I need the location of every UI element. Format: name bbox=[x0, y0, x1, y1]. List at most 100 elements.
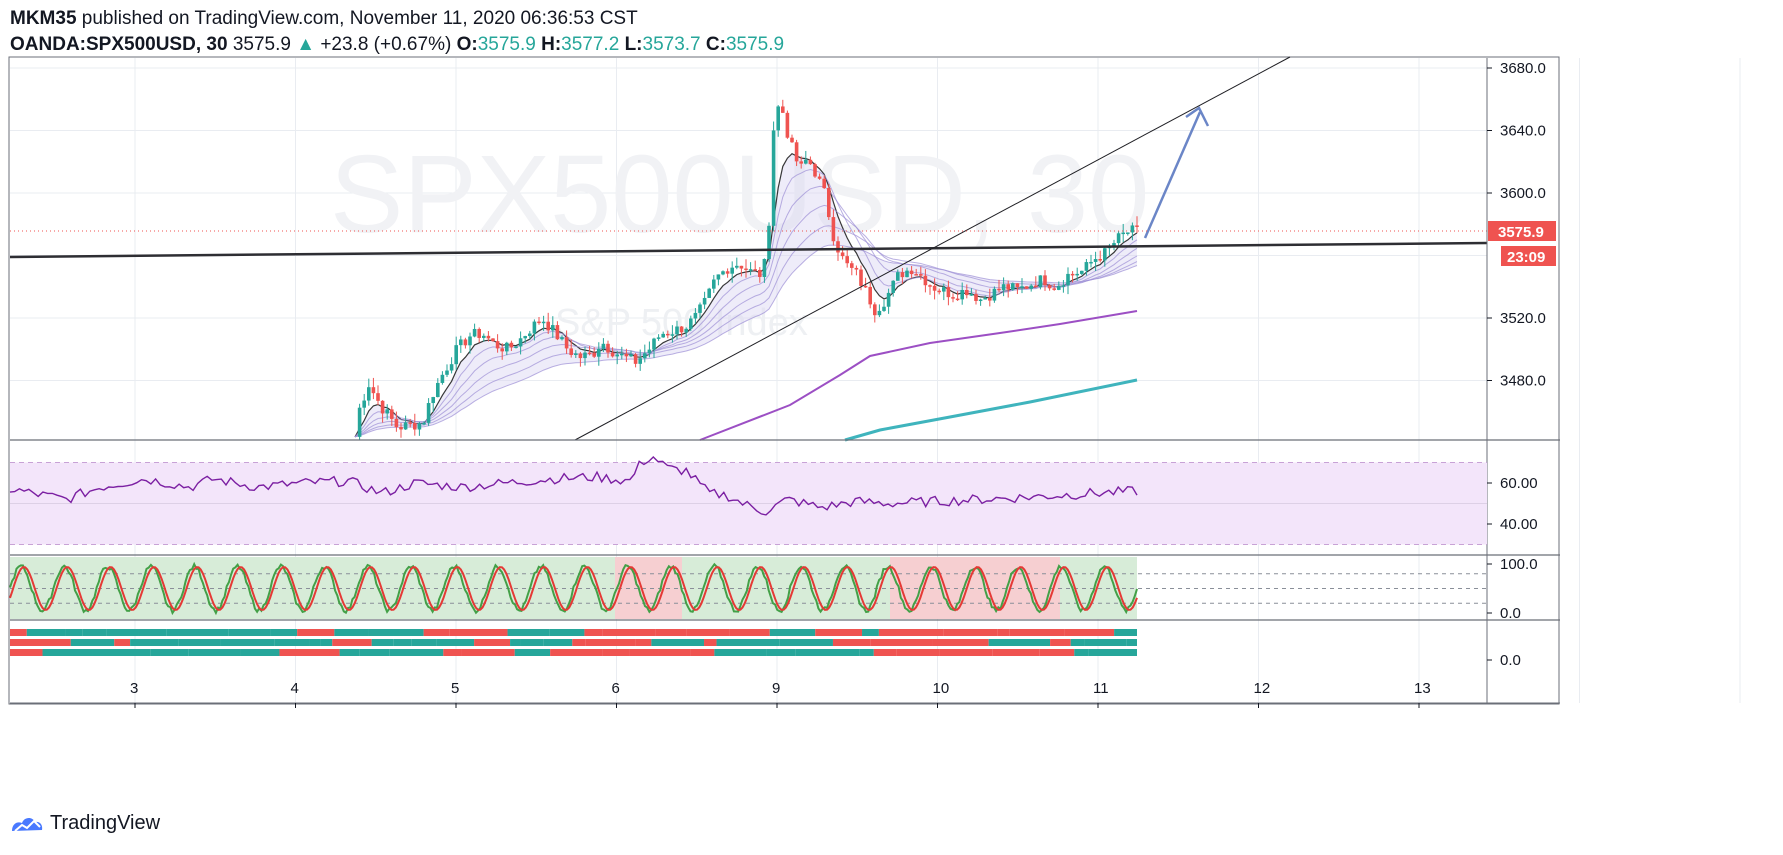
candle-body bbox=[1047, 285, 1052, 289]
price-axis-label: 3600.0 bbox=[1500, 185, 1546, 202]
candle-body bbox=[491, 338, 495, 342]
price-change: +23.8 (+0.67%) bbox=[320, 34, 452, 55]
heatmap-cell bbox=[178, 639, 221, 646]
candle-body bbox=[1084, 262, 1089, 271]
heatmap-cell bbox=[658, 649, 691, 656]
candle-body bbox=[827, 188, 831, 218]
ema-ribbon-fill bbox=[355, 153, 1137, 437]
candle-body bbox=[1098, 259, 1102, 261]
heatmap-cell bbox=[166, 629, 229, 636]
candle-body bbox=[942, 287, 946, 292]
heatmap-cell bbox=[979, 649, 993, 656]
candle-body bbox=[928, 285, 932, 287]
candle-body bbox=[1080, 270, 1084, 274]
time-axis-label: 4 bbox=[291, 680, 299, 697]
heatmap-cell bbox=[939, 649, 980, 656]
heatmap-cell bbox=[766, 649, 796, 656]
heatmap-cell bbox=[932, 639, 989, 646]
candles-group bbox=[357, 99, 1139, 440]
heatmap-cell bbox=[878, 629, 944, 636]
price-axis-label: 3480.0 bbox=[1500, 373, 1546, 390]
heatmap-cell bbox=[320, 639, 333, 646]
candle-body bbox=[422, 422, 426, 425]
candle-body bbox=[371, 387, 376, 394]
candle-body bbox=[385, 409, 389, 414]
heatmap-cell bbox=[992, 649, 1040, 656]
candle-body bbox=[620, 353, 624, 356]
candle-body bbox=[560, 337, 564, 340]
heatmap-cell bbox=[795, 649, 860, 656]
candle-body bbox=[767, 225, 771, 259]
heatmap-cell bbox=[82, 629, 107, 636]
heatmap-cell bbox=[514, 649, 551, 656]
heatmap-cell bbox=[655, 629, 687, 636]
candle-body bbox=[551, 325, 555, 331]
candle-body bbox=[859, 269, 863, 286]
time-axis-label: 12 bbox=[1254, 680, 1271, 697]
heatmap-cell bbox=[815, 629, 834, 636]
candle-body bbox=[845, 256, 849, 264]
heat-axis-label: 0.0 bbox=[1500, 652, 1521, 669]
heatmap-cell bbox=[873, 649, 897, 656]
publisher-name[interactable]: MKM35 bbox=[10, 8, 77, 29]
heatmap-cell bbox=[584, 629, 603, 636]
heatmap-cell bbox=[1050, 639, 1071, 646]
heatmap-cell bbox=[474, 639, 511, 646]
ema-line-46 bbox=[354, 244, 1138, 438]
candle-body bbox=[670, 334, 675, 336]
candle-body bbox=[965, 289, 969, 296]
rsi-axis-label: 60.00 bbox=[1500, 475, 1538, 492]
candle-body bbox=[1020, 286, 1024, 288]
stoch-d-line bbox=[9, 566, 1138, 611]
chart-header: MKM35 published on TradingView.com, Nove… bbox=[10, 6, 1770, 58]
heatmap-cell bbox=[602, 629, 656, 636]
candle-body bbox=[537, 321, 541, 324]
heatmap-cell bbox=[449, 629, 508, 636]
candle-body bbox=[1075, 273, 1079, 276]
heatmap-cell bbox=[716, 639, 780, 646]
candle-body bbox=[914, 274, 918, 276]
candle-body bbox=[1034, 285, 1038, 288]
candle-body bbox=[403, 422, 408, 430]
symbol-name[interactable]: OANDA:SPX500USD, 30 bbox=[10, 34, 228, 55]
heatmap-cell bbox=[833, 629, 863, 636]
heatmap-cell bbox=[832, 639, 871, 646]
candle-body bbox=[578, 353, 583, 359]
heatmap-cell bbox=[870, 639, 933, 646]
countdown-badge bbox=[1501, 246, 1556, 266]
last-price-badge bbox=[1488, 221, 1556, 241]
open-label: O: bbox=[456, 34, 478, 55]
heatmap-cell bbox=[954, 629, 998, 636]
candle-body bbox=[707, 288, 711, 298]
candle-body bbox=[1043, 275, 1047, 286]
stoch-k-line bbox=[9, 561, 1138, 616]
heatmap-cell bbox=[1126, 639, 1137, 646]
candle-body bbox=[666, 333, 670, 336]
candle-body bbox=[739, 265, 744, 269]
candle-body bbox=[840, 252, 845, 257]
heatmap-cell bbox=[393, 639, 412, 646]
heatmap-cell bbox=[859, 649, 874, 656]
candle-body bbox=[684, 328, 688, 333]
candle-body bbox=[500, 348, 504, 352]
candle-body bbox=[564, 337, 569, 349]
stoch-axis-label: 0.0 bbox=[1500, 605, 1521, 622]
candle-body bbox=[495, 341, 500, 349]
published-text: published on TradingView.com, November 1… bbox=[81, 8, 638, 29]
open-value: 3575.9 bbox=[477, 34, 536, 55]
tradingview-footer[interactable]: TradingView bbox=[10, 812, 160, 835]
candle-body bbox=[1052, 288, 1056, 290]
candle-body bbox=[436, 382, 440, 398]
heatmap-cell bbox=[106, 629, 139, 636]
heatmap-cell bbox=[997, 629, 1010, 636]
candle-body bbox=[408, 422, 412, 424]
price-axis-label: 3640.0 bbox=[1500, 123, 1546, 140]
heatmap-cell bbox=[92, 649, 151, 656]
chart-canvas[interactable]: SPX500USD, 30S&P 500 Index3680.03640.036… bbox=[0, 0, 1783, 810]
candle-body bbox=[574, 353, 578, 355]
candle-body bbox=[785, 112, 790, 138]
candle-body bbox=[937, 290, 941, 293]
candle-body bbox=[974, 294, 978, 301]
heatmap-cell bbox=[329, 649, 340, 656]
candle-body bbox=[477, 328, 481, 338]
